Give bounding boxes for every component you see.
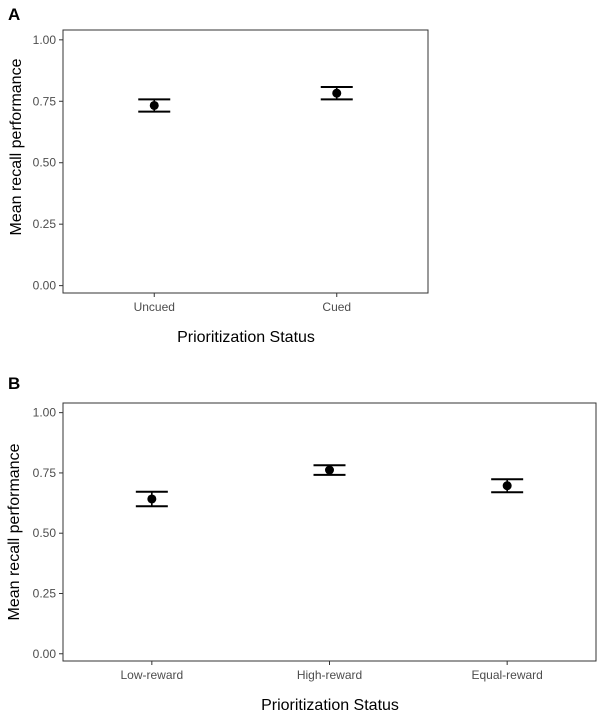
panel-b-x-axis-title: Prioritization Status	[261, 697, 399, 714]
panel-a-mean-point	[149, 100, 159, 110]
panel-a-y-tick-label: 0.75	[33, 94, 57, 108]
panel-a-y-tick-label: 0.50	[33, 156, 57, 170]
panel-b-y-tick-label: 0.25	[33, 586, 57, 600]
panel-b-x-tick-label: Low-reward	[120, 668, 183, 682]
panel-a-x-tick-label: Uncued	[134, 300, 175, 314]
panel-a-y-axis-title: Mean recall performance	[8, 58, 25, 235]
panel-a-y-tick-label: 0.00	[33, 279, 57, 293]
panel-a: A Mean recall performance Prioritization…	[8, 5, 429, 346]
panel-a-y-tick-label: 1.00	[33, 33, 57, 47]
panel-a-plot-area: 0.00 0.25 0.50 0.75 1.00 Uncued Cued	[33, 29, 429, 314]
panel-a-x-tick-label: Cued	[322, 300, 351, 314]
panel-a-mean-point	[332, 88, 342, 98]
panel-b-mean-point	[502, 481, 512, 491]
panel-b-mean-point	[147, 494, 157, 504]
panel-b-mean-point	[325, 465, 334, 475]
panel-a-x-axis-title: Prioritization Status	[177, 329, 315, 346]
panel-b: B Mean recall performance Prioritization…	[6, 374, 597, 714]
panel-a-y-tick-label: 0.25	[33, 217, 57, 231]
panel-b-plot-area: 0.00 0.25 0.50 0.75 1.00 Low-reward High-rewar…	[33, 402, 597, 682]
panel-a-letter: A	[8, 5, 20, 24]
panel-b-letter: B	[8, 374, 20, 393]
panel-a-frame	[62, 29, 429, 294]
panel-b-y-axis-title: Mean recall performance	[6, 443, 23, 620]
panel-b-frame	[62, 402, 597, 662]
panel-b-y-tick-label: 0.00	[33, 647, 57, 661]
panel-b-y-tick-label: 0.75	[33, 466, 57, 480]
panel-b-y-tick-label: 1.00	[33, 406, 57, 420]
panel-b-x-tick-label: High-reward	[297, 668, 362, 682]
panel-b-x-tick-label: Equal-reward	[471, 668, 542, 682]
panel-b-y-tick-label: 0.50	[33, 526, 57, 540]
